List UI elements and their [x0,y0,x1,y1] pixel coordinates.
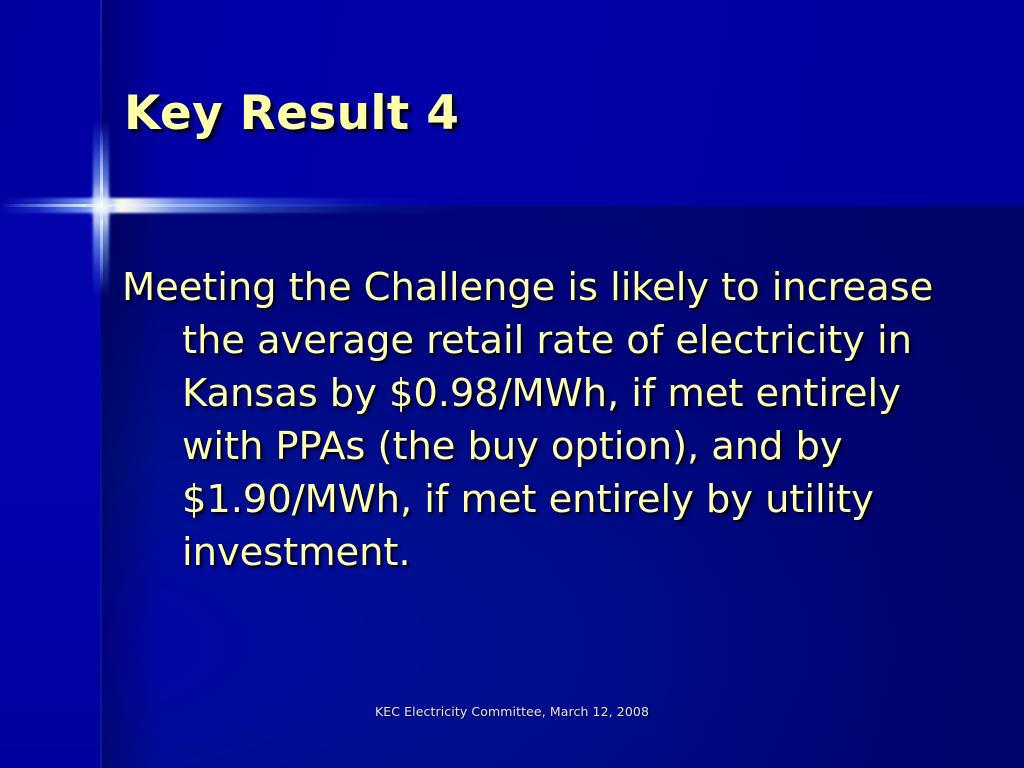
slide-body-text: Meeting the Challenge is likely to incre… [122,264,934,575]
background-left-strip [0,206,101,768]
page-title: Key Result 4 [124,86,460,142]
vertical-rule-icon [100,0,102,768]
slide-footer: KEC Electricity Committee, March 12, 200… [374,704,650,719]
background-upper-band [0,0,1024,206]
background-right-fade [604,206,1024,768]
horizontal-glow-core-icon [0,203,380,207]
background-vertical-shadow [101,0,161,768]
background-lower-band [0,206,1024,768]
cross-sparkle-icon [86,191,116,221]
slide-body-block: Meeting the Challenge is likely to incre… [122,222,982,617]
